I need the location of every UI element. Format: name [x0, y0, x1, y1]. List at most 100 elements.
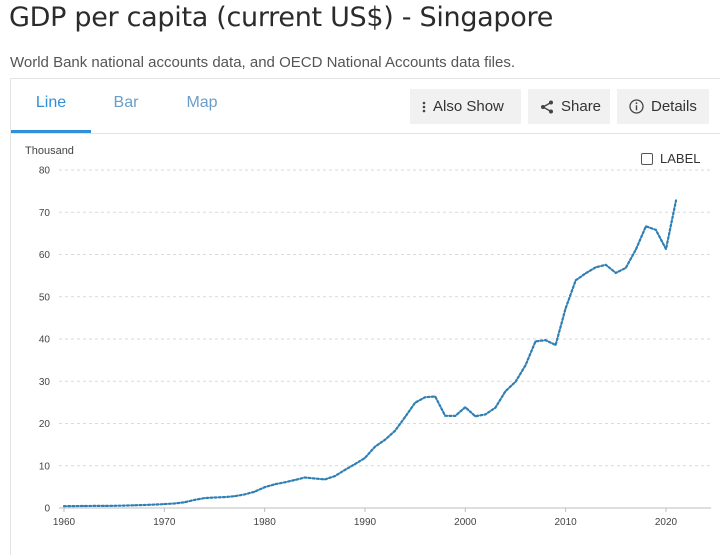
x-tick-label: 1990 — [354, 517, 377, 528]
details-label: Details — [651, 98, 697, 115]
data-point — [103, 505, 106, 507]
data-point — [384, 438, 386, 441]
data-point — [123, 504, 126, 507]
data-point — [434, 395, 437, 398]
data-point — [394, 429, 396, 432]
data-point — [63, 505, 65, 508]
data-point — [604, 263, 607, 266]
line-chart: 0 10 20 30 40 50 60 70 80 1960 1970 1980 1990 2000 201… — [39, 166, 711, 528]
label-toggle[interactable]: LABEL — [641, 151, 700, 166]
data-point — [364, 456, 366, 459]
series-line — [62, 199, 678, 508]
tab-bar: Line Bar Map Also Show Share Details — [11, 79, 720, 134]
data-point — [263, 486, 266, 489]
page-title: GDP per capita (current US$) - Singapore — [9, 2, 554, 33]
data-point — [624, 266, 627, 269]
data-point — [484, 413, 487, 416]
data-point — [313, 477, 316, 480]
data-point — [594, 266, 597, 269]
data-point — [83, 505, 85, 507]
data-point — [133, 504, 136, 507]
data-point — [203, 497, 206, 500]
data-point — [243, 493, 246, 496]
data-point — [333, 475, 336, 478]
page-subtitle: World Bank national accounts data, and O… — [10, 54, 516, 71]
y-tick-label: 20 — [39, 419, 51, 430]
data-point — [303, 476, 306, 479]
data-point — [675, 199, 677, 202]
y-tick-label: 50 — [39, 292, 51, 303]
data-point — [404, 416, 407, 418]
also-show-label: Also Show — [433, 98, 504, 115]
data-point — [414, 401, 417, 404]
tab-bar-chart[interactable]: Bar — [113, 94, 139, 111]
data-point — [554, 344, 557, 346]
data-point — [564, 307, 567, 310]
data-point — [634, 248, 637, 251]
data-point — [544, 339, 547, 342]
x-tick-label: 1970 — [153, 517, 176, 528]
y-tick-label: 0 — [44, 504, 50, 515]
data-point — [223, 496, 226, 499]
data-point — [183, 501, 186, 504]
data-point — [454, 414, 457, 417]
data-point — [233, 495, 236, 498]
data-point — [143, 504, 146, 506]
data-point — [163, 503, 166, 505]
x-tick-label: 2010 — [555, 517, 578, 528]
data-point — [645, 225, 647, 228]
x-tick-label: 1980 — [254, 517, 277, 528]
share-button[interactable]: Share — [528, 89, 610, 124]
data-point — [193, 498, 196, 501]
data-point — [354, 463, 356, 466]
share-label: Share — [561, 98, 602, 115]
data-point — [374, 445, 376, 448]
data-point — [153, 503, 156, 506]
data-point — [93, 504, 95, 507]
data-point — [474, 415, 477, 418]
data-point — [344, 468, 346, 471]
data-point — [504, 390, 507, 393]
y-tick-label: 30 — [39, 377, 51, 388]
info-circle-icon — [629, 99, 644, 114]
data-point — [514, 380, 517, 383]
data-point — [173, 502, 176, 505]
tab-line[interactable]: Line — [11, 79, 91, 133]
data-point — [655, 228, 657, 231]
data-point — [524, 364, 527, 367]
label-checkbox[interactable] — [641, 152, 653, 165]
x-tick-label: 2020 — [655, 517, 678, 528]
data-point — [464, 406, 467, 409]
data-point — [444, 414, 447, 417]
y-tick-label: 60 — [39, 250, 51, 261]
details-button[interactable]: Details — [617, 89, 709, 124]
data-point — [213, 496, 216, 499]
x-tick-label: 1960 — [53, 517, 76, 528]
data-point — [584, 272, 587, 275]
data-point — [113, 504, 116, 507]
data-point — [614, 271, 617, 274]
y-tick-label: 70 — [39, 208, 51, 219]
data-point — [574, 279, 577, 282]
data-point — [494, 406, 497, 409]
tab-map[interactable]: Map — [186, 94, 218, 111]
y-tick-label: 80 — [39, 166, 51, 177]
data-point — [534, 340, 537, 343]
vertical-dots-icon — [422, 101, 426, 113]
y-axis-unit-label: Thousand — [25, 145, 74, 157]
data-point — [73, 505, 75, 507]
also-show-button[interactable]: Also Show — [410, 89, 521, 124]
data-point — [424, 396, 427, 399]
chart-panel: Line Bar Map Also Show Share Details Tho… — [10, 78, 720, 555]
data-point — [273, 483, 276, 486]
label-toggle-text: LABEL — [660, 151, 701, 166]
data-point — [323, 478, 326, 481]
y-tick-label: 10 — [39, 461, 51, 472]
data-point — [665, 248, 667, 251]
data-point — [283, 481, 286, 484]
data-point — [253, 490, 256, 493]
share-icon — [540, 100, 554, 114]
x-tick-label: 2000 — [454, 517, 477, 528]
data-point — [293, 479, 296, 481]
y-tick-label: 40 — [39, 335, 51, 346]
